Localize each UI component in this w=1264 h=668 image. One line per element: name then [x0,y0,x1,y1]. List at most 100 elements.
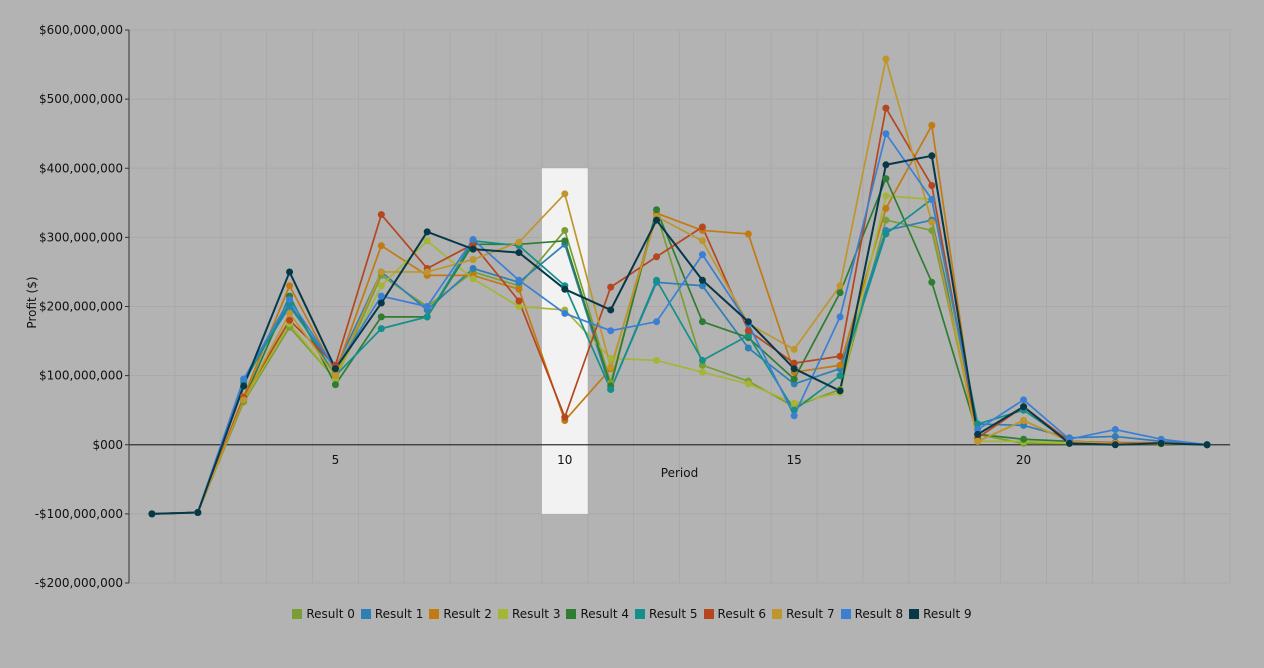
series-line-result-7 [151,58,1208,515]
data-point-result-9 [377,299,385,307]
data-point-result-4 [790,375,798,383]
data-point-result-4 [377,313,385,321]
data-point-result-8 [240,375,248,383]
data-point-result-7 [331,372,339,380]
data-point-result-2 [377,242,385,250]
legend-label: Result 0 [306,607,355,621]
data-point-result-9 [1065,439,1073,447]
x-tick-label: 10 [557,453,572,467]
data-point-result-8 [653,318,661,326]
data-point-result-6 [469,240,477,248]
data-point-result-4 [836,289,844,297]
data-point-result-3 [469,275,477,283]
legend-item-result-7: Result 7 [772,607,835,621]
legend-item-result-3: Result 3 [497,607,560,621]
y-axis: $600,000,000 $500,000,000 $400,000,000 $300… [35,23,130,590]
legend-item-result-8: Result 8 [840,607,904,621]
data-point-result-3 [423,237,431,245]
highlight-band [541,168,588,514]
data-point-result-7 [928,218,936,226]
data-point-result-5 [377,325,385,333]
y-tick-label: $200,000,000 [39,300,123,314]
data-point-result-4 [561,237,569,245]
legend-item-result-5: Result 5 [635,607,698,621]
data-point-result-6 [744,327,752,335]
data-point-result-9 [1203,441,1211,449]
data-point-result-2 [744,230,752,238]
data-point-result-7 [882,55,890,63]
data-point-result-4 [331,381,339,389]
data-point-result-6 [790,359,798,367]
legend-swatch [360,609,371,619]
data-point-result-4 [653,206,661,214]
y-tick-label: -$200,000,000 [35,576,123,590]
data-point-result-8 [469,235,477,243]
data-point-result-9 [240,382,248,390]
data-point-result-0 [882,216,890,224]
y-tick-label: $100,000,000 [39,369,123,383]
data-point-result-7 [836,282,844,290]
data-point-result-3 [377,282,385,290]
data-point-result-7 [286,309,294,317]
data-point-result-7 [377,268,385,276]
data-point-result-9 [928,152,936,160]
legend-item-result-0: Result 0 [292,607,355,621]
y-tick-label: $300,000,000 [39,230,123,244]
data-point-result-0 [561,226,569,234]
data-point-result-4 [882,175,890,183]
data-point-result-9 [331,365,339,373]
data-point-result-6 [836,352,844,360]
legend-swatch [635,609,645,619]
legend-swatch [429,609,440,619]
x-axis-title: Period [661,466,698,480]
data-point-result-9 [194,508,202,516]
data-point-result-9 [882,161,890,169]
legend-swatch [703,609,714,619]
data-point-result-5 [698,356,706,364]
legend-label: Result 1 [374,607,424,621]
y-tick-label: $500,000,000 [39,92,123,106]
y-tick-label: $400,000,000 [39,161,123,175]
data-point-result-9 [469,245,477,253]
data-point-result-5 [790,406,798,414]
data-point-result-6 [377,211,385,219]
series-points [148,55,1211,518]
data-point-result-1 [1111,432,1119,440]
data-point-result-1 [790,380,798,388]
data-point-result-7 [423,268,431,276]
data-point-result-8 [928,195,936,203]
legend-label: Result 8 [854,607,904,621]
data-point-result-8 [882,130,890,138]
data-point-result-7 [607,363,615,371]
x-axis: 5 10 15 20 [332,453,1032,467]
data-point-result-1 [1020,421,1028,429]
legend-label: Result 6 [717,607,767,621]
series-line-result-8 [151,132,1208,515]
data-point-result-3 [653,356,661,364]
data-point-result-2 [882,204,890,212]
data-point-result-6 [698,223,706,231]
data-point-result-8 [607,327,615,335]
y-axis-title: Profit ($) [25,276,39,328]
data-point-result-5 [653,276,661,284]
x-tick-label: 15 [787,453,802,467]
data-point-result-3 [515,303,523,310]
data-point-result-2 [286,282,294,290]
legend-swatch [292,609,303,619]
data-point-result-9 [744,318,752,326]
data-point-result-8 [836,313,844,321]
data-point-result-6 [928,182,936,190]
data-point-result-9 [974,430,982,438]
data-point-result-5 [974,420,982,428]
legend-swatch [840,609,851,619]
data-point-result-5 [882,230,890,238]
legend-item-result-6: Result 6 [703,607,767,621]
data-point-result-8 [561,309,569,317]
data-point-result-6 [653,253,661,261]
data-point-result-7 [1020,417,1028,425]
data-point-result-8 [974,426,982,434]
data-point-result-3 [882,192,890,200]
data-point-result-8 [1020,396,1028,404]
data-point-result-1 [744,344,752,352]
data-point-result-4 [928,278,936,286]
